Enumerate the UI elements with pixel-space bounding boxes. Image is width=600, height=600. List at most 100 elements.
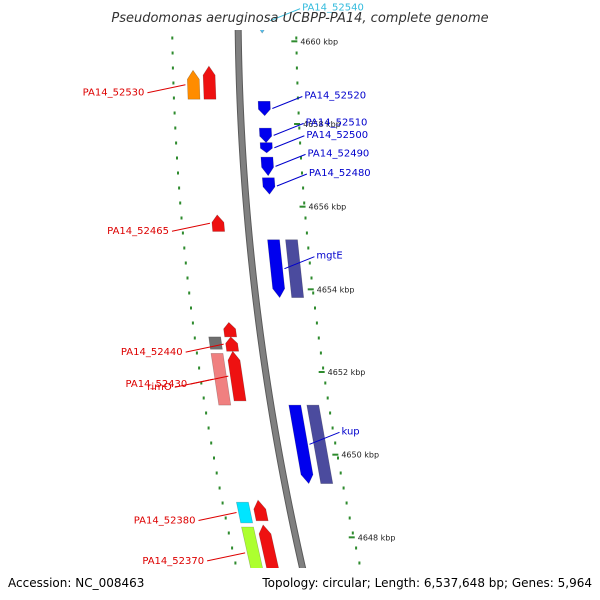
tick-dot [314,306,316,310]
tick-dot [210,441,213,445]
tick-dot [193,336,196,340]
tick-dot [322,366,325,370]
tick-dot [358,561,361,565]
tick-dot [295,36,298,40]
gene-label-leader [275,153,306,167]
gene-pa14-52480-label: PA14_52480 [309,168,371,179]
kbp-tick-label: 4652 kbp [328,368,366,377]
gene-pa14-52430[interactable] [227,350,247,402]
tick-dot [319,351,322,355]
kbp-tick-label: 4660 kbp [300,37,338,46]
tick-dot [173,111,176,115]
gene-label-leader [274,135,305,149]
tick-dot [348,516,351,520]
tick-dot [238,577,240,580]
tick-dot [174,126,177,130]
kbp-tick-label: 4650 kbp [341,451,379,460]
gene-label-leader [309,431,340,445]
gene-feature[interactable] [202,65,217,100]
tick-dot [295,66,298,70]
tick-dot [171,51,174,55]
gene-label-leader [147,84,186,94]
tick-dot [365,592,367,595]
gene-feature[interactable] [258,524,281,579]
tick-dot [317,336,320,340]
tick-dot [305,231,308,235]
gene-pa14-52520[interactable] [257,101,271,117]
tick-dot [302,186,305,190]
tick-dot [188,291,191,295]
tick-dot [296,81,299,85]
tick-dot [176,156,178,160]
tick-dot [179,201,182,205]
tick-dot [200,381,203,385]
gene-kup[interactable] [288,404,314,485]
gene-mgte[interactable] [267,239,286,299]
gene-pa14-52490[interactable] [260,156,274,177]
gene-pa14-52540[interactable] [256,8,268,34]
tick-dot [207,426,210,430]
tick-dot [186,276,189,280]
gene-feature[interactable] [306,404,334,484]
tick-dot [171,7,173,10]
gene-pa14-52380[interactable] [236,501,254,524]
gene-pa14-52490-label: PA14_52490 [308,148,370,159]
gene-pa14-52370[interactable] [241,526,266,579]
gene-label-leader [198,512,237,522]
gene-feature[interactable] [285,239,305,298]
gene-pa14-52510-label: PA14_52510 [306,117,368,128]
gene-feature[interactable] [223,321,238,338]
tick-dot [308,261,311,265]
tick-dot [312,291,315,295]
kbp-tick-label: 4658 kbp [303,120,341,129]
gene-pa14-52530-label: PA14_52530 [83,88,145,99]
gene-label-leader [269,8,301,22]
tick-dot [172,81,175,85]
tick-dot [198,366,201,370]
gene-features [186,8,334,579]
gene-label-leader [273,122,304,136]
tick-dot [180,216,183,220]
gene-label-leader [284,256,315,270]
kbp-tick-label: 4654 kbp [317,285,355,294]
tick-dot [307,246,310,250]
gene-pa14-52465[interactable] [211,214,226,232]
tick-dot [298,126,301,130]
gene-label-leader [207,552,246,562]
tick-dot [337,456,339,460]
tick-dot [324,381,327,385]
accession-text: Accession: NC_008463 [8,576,144,590]
tick-dot [227,531,230,535]
tick-dot [300,156,302,160]
gene-feature[interactable] [208,336,223,350]
gene-pa14-52380-label: PA14_52380 [134,516,196,527]
tick-dot [181,231,184,235]
gene-pa14-52500-label: PA14_52500 [306,130,368,141]
tick-dot [334,441,337,445]
gene-pa14-52370-label: PA14_52370 [142,556,204,567]
tick-dot [355,546,358,550]
gene-label-leader [276,173,308,187]
tick-dot [351,531,354,535]
gene-pa14-52430-label: PA14_52430 [126,379,188,390]
gene-label-leader [272,96,303,109]
gene-pa14-52500[interactable] [259,142,273,154]
tick-dot [224,516,227,520]
gene-pa14-52440-label: PA14_52440 [121,347,183,358]
tick-dot [175,141,178,145]
tick-dot [326,396,329,400]
kbp-tick-label: 4648 kbp [358,533,396,542]
gene-pa14-52510[interactable] [258,127,273,144]
tick-dot [205,411,208,415]
tick-dot [183,246,186,250]
gene-pa14-52480[interactable] [261,177,276,195]
gene-feature[interactable] [253,499,269,522]
tick-dot [190,306,192,310]
gene-rimo[interactable] [210,353,232,406]
tick-dot [315,321,318,325]
gene-pa14-52530[interactable] [186,69,201,100]
tick-dot-rows [171,7,367,595]
tick-dot [342,486,345,490]
gene-pa14-52440[interactable] [225,336,240,352]
